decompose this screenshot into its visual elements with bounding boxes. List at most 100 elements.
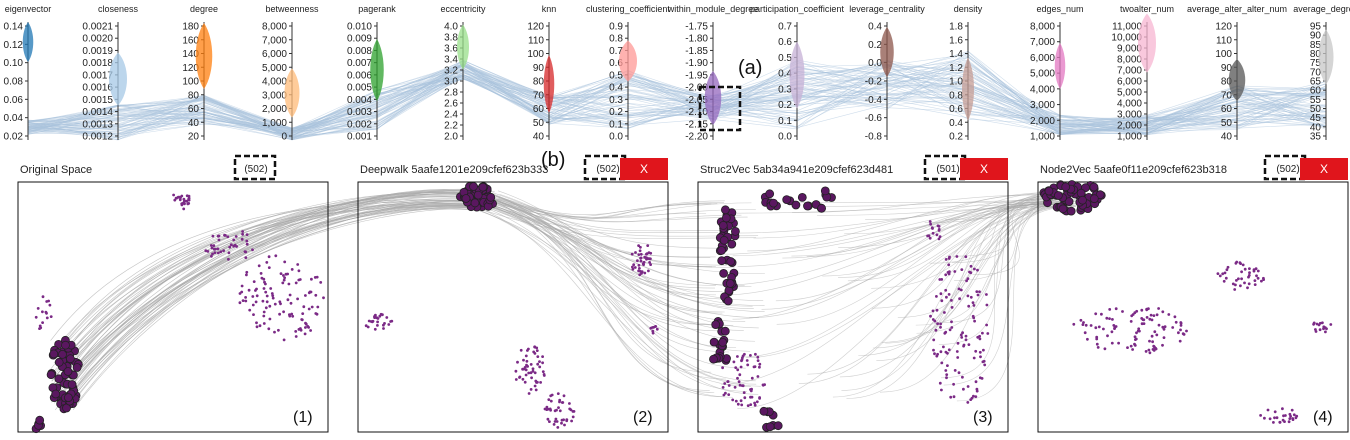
embedding-panel[interactable]: Struc2Vec 5ab34a941e209cfef623d481 (501) X…: [697, 154, 1009, 433]
data-point: [1243, 281, 1246, 285]
data-point: [934, 328, 938, 332]
tick-label: 0.1: [778, 116, 792, 127]
close-panel-button[interactable]: X: [1300, 158, 1348, 180]
data-point: [1097, 325, 1101, 329]
data-point: [955, 255, 959, 258]
data-point: [961, 331, 964, 335]
data-point: [1148, 339, 1151, 343]
pc-axis[interactable]: leverage_centrality 0.4 0.2 0.0 -0.2 -0.4 -0.6…: [849, 4, 925, 143]
tick-label: 60: [188, 104, 200, 115]
data-point: [547, 398, 551, 401]
close-panel-button[interactable]: X: [620, 158, 668, 180]
pc-axis[interactable]: edges_num 8,000 7,000 6,000 5,000 4,000 3,000 2…: [1030, 4, 1084, 143]
link-curve: [482, 195, 735, 269]
data-point: [58, 349, 67, 359]
data-point: [741, 384, 745, 388]
data-point: [1078, 195, 1087, 205]
data-point: [244, 299, 248, 303]
data-point: [931, 318, 935, 321]
link-curve: [476, 204, 761, 387]
data-point: [746, 404, 750, 407]
data-point: [1234, 283, 1237, 287]
brush-selection-box[interactable]: [698, 85, 742, 132]
pc-axis[interactable]: participation_coefficient 0.7 0.6 0.5 0.4 0.3…: [750, 4, 844, 143]
data-point: [952, 382, 955, 386]
data-point: [1318, 328, 1322, 332]
data-point: [382, 323, 385, 327]
data-point: [655, 327, 659, 331]
tick-label: 75: [1310, 58, 1322, 69]
tick-label: 3,000: [1117, 110, 1142, 121]
data-point: [473, 190, 483, 200]
link-curve: [486, 196, 717, 296]
data-point: [261, 299, 265, 303]
link-curve: [53, 192, 468, 360]
tick-label: 0.005: [347, 83, 372, 94]
data-point: [271, 296, 275, 300]
tick-label: -1.85: [685, 46, 708, 57]
data-point: [637, 244, 640, 248]
link-curve: [732, 195, 1058, 320]
pc-axis[interactable]: density 1.8 1.6 1.4 1.2 1.0 0.8 0.6 0.4 0.2: [949, 4, 983, 143]
tick-label: 0.4: [778, 69, 792, 80]
pc-axis[interactable]: average_alter_alter_num 120 110 100 90 80 70 60…: [1187, 4, 1287, 143]
count-highlight-box: [923, 154, 967, 181]
pc-axis[interactable]: pagerank0.0100.0090.0080.0070.0060.0050.…: [347, 4, 396, 143]
pc-axis[interactable]: clustering_coefficient 0.90.80.70.60.5 0.4…: [586, 4, 670, 143]
link-curve: [70, 190, 481, 399]
data-point: [928, 236, 932, 240]
tick-label: 40: [188, 118, 200, 129]
data-point: [742, 391, 746, 394]
pc-axis[interactable]: betweenness 8,000 7,000 6,000 5,000 4,000 3,00…: [262, 4, 319, 143]
link-curve: [471, 207, 751, 387]
data-point: [652, 325, 656, 329]
data-point: [1145, 308, 1149, 312]
data-point: [1314, 328, 1317, 331]
embedding-panel[interactable]: Node2Vec 5aafe0f11e209cfef623b318 (502) X (…: [1037, 154, 1349, 433]
pc-axis[interactable]: degree 180 160 140 120 100 80 60 40 20: [182, 4, 218, 143]
tick-label: 0.08: [4, 77, 24, 88]
data-point: [1149, 313, 1153, 317]
data-point: [931, 309, 935, 313]
tick-label: 6,000: [1030, 53, 1055, 64]
data-point: [541, 355, 544, 358]
data-point: [1263, 416, 1266, 420]
close-panel-button[interactable]: X: [960, 158, 1008, 180]
data-point: [227, 251, 231, 255]
data-point: [649, 251, 653, 255]
data-point: [557, 406, 560, 409]
data-point: [232, 238, 236, 242]
pc-axis[interactable]: within_module_degree -1.75-1.80-1.85-1.90…: [667, 4, 759, 143]
tick-label: 65: [1310, 77, 1322, 88]
pc-axis[interactable]: twoalter_num 11,00010,0009,0008,0007,0006…: [1111, 4, 1174, 143]
data-point: [542, 373, 546, 376]
tick-label: 0.002: [347, 119, 372, 130]
pc-axis[interactable]: knn 120 110 100 90 80 70 60 50 40: [527, 4, 556, 143]
embedding-panel[interactable]: Deepwalk 5aafe1201e209cfef623b333 (502) X (…: [357, 154, 669, 433]
data-point: [1133, 344, 1137, 347]
embedding-panel[interactable]: Original Space (502) (1): [17, 164, 329, 433]
data-point: [288, 293, 292, 297]
panel-title: Node2Vec 5aafe0f11e209cfef623b318: [1040, 164, 1227, 176]
data-point: [175, 196, 179, 200]
data-point: [1178, 339, 1182, 343]
data-point: [265, 294, 269, 298]
data-point: [1218, 274, 1222, 278]
link-curve: [807, 202, 1047, 375]
data-point: [740, 359, 743, 363]
pc-axis[interactable]: eigenvector 0.14 0.12 0.10 0.08 0.06 0.04 0.02: [4, 4, 52, 143]
data-point: [978, 337, 982, 341]
data-point: [985, 293, 988, 296]
tick-label: 5,000: [262, 63, 287, 74]
pc-axis[interactable]: eccentricity4.03.83.63.43.23.02.82.62.42…: [440, 4, 486, 143]
data-point: [727, 393, 731, 396]
data-point: [1100, 312, 1103, 316]
close-button-label: X: [1320, 162, 1328, 176]
data-point: [1081, 323, 1085, 326]
data-point: [1288, 417, 1292, 420]
tick-label: 2.8: [444, 88, 458, 99]
data-point: [560, 421, 563, 425]
count-highlight-box: [1263, 154, 1307, 181]
